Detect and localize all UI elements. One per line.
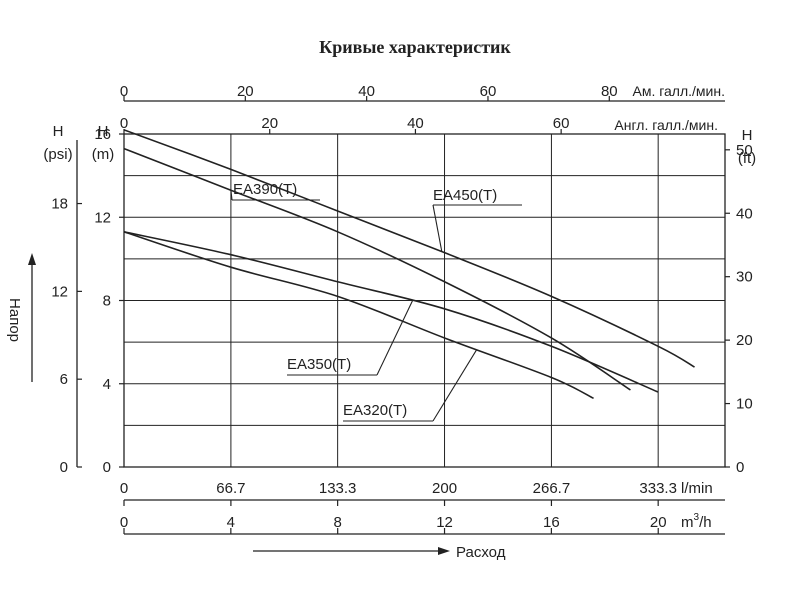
series-label-ea390: EA390(T) [233,181,297,198]
x-unit-lmin: l/min [681,480,713,497]
y-tick-label-ft: 30 [736,269,753,286]
x-unit-m3h-base: m [681,514,694,531]
y-unit-psi-h: H [53,123,64,140]
x-axis-label: Расход [456,544,506,561]
series-line-ea450 [123,129,695,368]
x-unit-m3h-tail: /h [699,514,712,531]
x-unit-m3h-sup: 3 [694,512,700,523]
y-tick-label-ft: 50 [736,142,753,159]
y-unit-ft-h: H [742,127,753,144]
x-tick-label-lmin: 66.7 [216,480,245,497]
x-tick-label-us: 20 [237,83,254,100]
x-tick-label-m3h: 4 [227,514,235,531]
series-leader-ea320 [432,349,478,422]
series-label-ea320: EA320(T) [343,402,407,419]
x-tick-label-uk: 40 [407,115,424,132]
y-tick-label-ft: 0 [736,459,744,476]
x-tick-label-lmin: 266.7 [533,480,571,497]
x-tick-label-uk: 60 [553,115,570,132]
series-leader-ea450 [432,204,443,252]
y-tick-label-ft: 20 [736,332,753,349]
y-unit-psi: (psi) [43,146,72,163]
x-tick-label-m3h: 16 [543,514,560,531]
y-tick-label-ft: 40 [736,205,753,222]
x-tick-label-m3h: 20 [650,514,667,531]
x-unit-us: Ам. галл./мин. [632,83,725,99]
y-tick-label-psi: 12 [51,283,68,300]
y-tick-label-psi: 18 [51,196,68,213]
y-axis-label: Напор [6,298,23,342]
x-tick-label-lmin: 333.3 [639,480,677,497]
x-tick-label-m3h: 0 [120,514,128,531]
x-axis-label-group: Расход [253,544,506,561]
y-tick-label-psi: 0 [60,459,68,476]
y-unit-ft: (ft) [738,150,756,167]
y-tick-label-m: 16 [94,126,111,143]
y-unit-m: (m) [92,146,115,163]
y-tick-label-m: 8 [103,293,111,310]
series-leader-ea350 [376,300,413,376]
y-axis-label-group: Напор [6,253,36,382]
x-tick-label-us: 0 [120,83,128,100]
x-tick-label-us: 80 [601,83,618,100]
x-tick-label-m3h: 12 [436,514,453,531]
grid [124,134,725,467]
series-line-ea350 [123,231,659,393]
x-tick-label-lmin: 133.3 [319,480,357,497]
series-labels: EA450(T) EA390(T) EA350(T) EA320(T) [230,181,522,422]
y-tick-label-psi: 6 [60,371,68,388]
x-unit-uk: Англ. галл./мин. [614,117,718,133]
y-tick-label-m: 12 [94,209,111,226]
x-tick-label-lmin: 200 [432,480,457,497]
series-label-ea350: EA350(T) [287,356,351,373]
series-line-ea390 [123,147,631,391]
x-tick-label-m3h: 8 [334,514,342,531]
x-tick-label-us: 40 [358,83,375,100]
x-unit-m3h: m3/h [681,512,712,531]
x-axis-arrow-head [438,547,450,555]
x-tick-label-lmin: 0 [120,480,128,497]
x-tick-label-uk: 20 [261,115,278,132]
series-label-ea450: EA450(T) [433,187,497,204]
y-tick-label-m: 0 [103,459,111,476]
series-line-ea320 [123,231,594,400]
y-unit-m-h: H [98,123,109,140]
y-axis-arrow-head [28,253,36,265]
y-tick-label-m: 4 [103,376,111,393]
x-tick-label-us: 60 [480,83,497,100]
y-tick-label-ft: 10 [736,396,753,413]
chart-title: Кривые характеристик [319,37,511,57]
series-leader-ea390 [230,190,233,201]
series-lines [123,129,695,400]
x-tick-label-uk: 0 [120,115,128,132]
